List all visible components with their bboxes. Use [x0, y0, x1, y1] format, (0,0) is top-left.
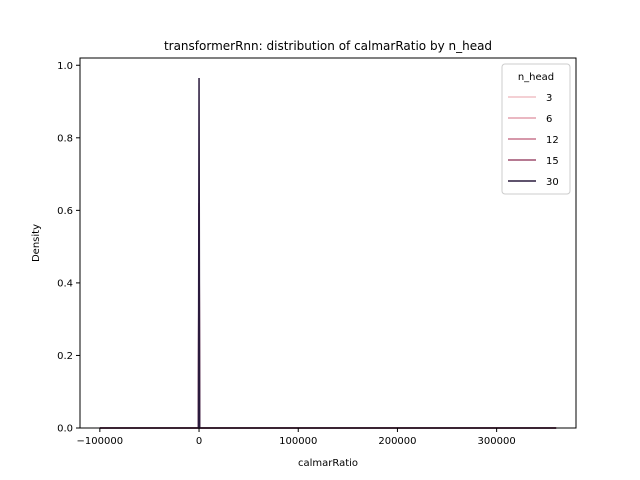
plot-frame: [79, 57, 577, 429]
chart-title: transformerRnn: distribution of calmarRa…: [164, 39, 492, 53]
x-axis: −100000 0 100000 200000 300000: [77, 428, 516, 447]
density-line-12: [99, 203, 557, 429]
legend-label-3: 3: [546, 93, 552, 104]
y-tick-label: 0.2: [57, 351, 73, 362]
density-line-30: [99, 77, 557, 429]
density-line-15: [99, 203, 557, 429]
x-tick-label: 300000: [478, 436, 516, 447]
y-tick-label: 0.0: [57, 424, 73, 435]
legend-items: 3 6 12 15 30: [508, 93, 559, 188]
x-tick-label: 0: [196, 436, 202, 447]
legend-box: [501, 63, 571, 195]
y-tick-label: 0.8: [57, 133, 73, 144]
y-tick-label: 0.6: [57, 206, 73, 217]
density-line-3: [99, 301, 557, 429]
plot-lines: [99, 77, 557, 429]
y-axis-label: Density: [31, 224, 42, 262]
y-axis: 0.0 0.2 0.4 0.6 0.8 1.0: [57, 61, 80, 435]
x-tick-label: 100000: [279, 436, 317, 447]
density-line-6: [99, 203, 557, 429]
x-axis-label: calmarRatio: [298, 458, 358, 469]
x-tick-label: −100000: [77, 436, 124, 447]
legend-label-12: 12: [546, 135, 559, 146]
legend: n_head 3 6 12 15 30: [501, 63, 571, 195]
x-tick-label: 200000: [378, 436, 416, 447]
legend-label-6: 6: [546, 114, 552, 125]
y-tick-label: 1.0: [57, 61, 73, 72]
y-tick-label: 0.4: [57, 278, 73, 289]
legend-title: n_head: [518, 72, 554, 83]
legend-label-15: 15: [546, 156, 559, 167]
legend-label-30: 30: [546, 177, 559, 188]
